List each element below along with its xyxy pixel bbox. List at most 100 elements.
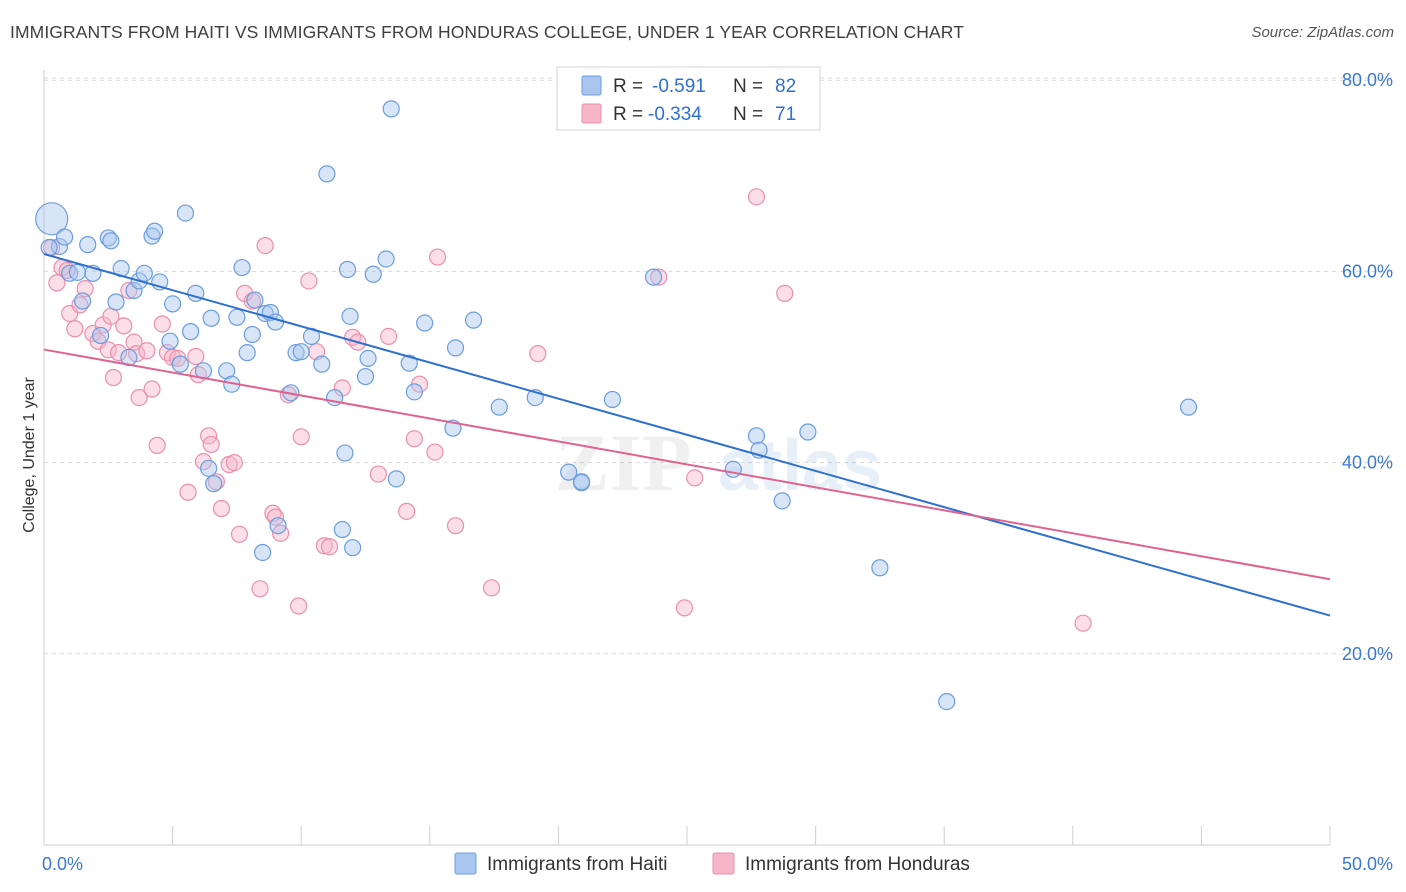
x-tick-labels: 0.0% 50.0%	[42, 854, 1393, 874]
haiti-point	[135, 264, 153, 282]
series-honduras-points	[43, 188, 1092, 632]
honduras-point	[225, 454, 243, 472]
honduras-trend-line	[43, 348, 1331, 581]
y-tick-label: 20.0%	[1342, 644, 1393, 664]
haiti-point	[387, 470, 405, 488]
haiti-point	[55, 228, 74, 246]
haiti-point	[377, 250, 395, 268]
haiti-point	[287, 344, 305, 362]
y-tick-label: 80.0%	[1342, 70, 1393, 90]
haiti-point	[79, 236, 97, 254]
honduras-point	[320, 538, 339, 556]
haiti-point	[938, 692, 956, 711]
honduras-point	[290, 597, 308, 615]
honduras-point	[130, 388, 148, 407]
honduras-point	[256, 236, 274, 255]
haiti-point	[292, 343, 310, 361]
legend-honduras-n-label: N =	[733, 104, 763, 125]
chart-title: IMMIGRANTS FROM HAITI VS IMMIGRANTS FROM…	[10, 22, 964, 42]
honduras-point	[104, 368, 123, 387]
honduras-point	[300, 272, 318, 290]
legend-honduras-r-value: -0.334	[648, 104, 702, 125]
honduras-point	[99, 341, 117, 359]
honduras-point	[482, 579, 501, 597]
honduras-point	[212, 499, 231, 518]
honduras-point	[153, 315, 171, 333]
honduras-point	[58, 261, 76, 280]
honduras-point	[109, 344, 128, 362]
haiti-point	[773, 492, 791, 510]
haiti-point	[238, 344, 256, 362]
haiti-point	[344, 539, 362, 557]
haiti-point	[644, 268, 663, 286]
haiti-point	[799, 423, 817, 441]
y-tick-label: 60.0%	[1342, 261, 1393, 281]
haiti-point	[176, 204, 195, 222]
haiti-point	[202, 309, 220, 327]
honduras-point	[529, 345, 547, 363]
honduras-point	[1074, 614, 1092, 632]
watermark-zip: ZIP	[555, 417, 692, 508]
haiti-point	[161, 332, 179, 350]
watermark: ZIP atlas	[555, 417, 882, 508]
haiti-point	[333, 520, 351, 539]
haiti-point	[107, 293, 125, 311]
honduras-point	[428, 248, 447, 266]
legend-swatch-honduras	[581, 103, 602, 124]
bottom-legend-haiti: Immigrants from Haiti	[487, 854, 668, 875]
legend-haiti-r-value: -0.591	[652, 76, 706, 97]
haiti-point	[359, 349, 377, 367]
haiti-point	[338, 260, 357, 279]
haiti-point	[99, 229, 117, 247]
haiti-point	[125, 281, 143, 300]
honduras-point	[398, 502, 416, 520]
haiti-point	[254, 543, 272, 562]
haiti-point	[416, 314, 434, 332]
haiti-point	[205, 475, 223, 493]
legend-honduras-n-value: 71	[775, 104, 796, 125]
haiti-point	[341, 307, 359, 325]
honduras-point	[251, 580, 269, 598]
honduras-point	[148, 436, 166, 454]
y-tick-labels: 20.0% 40.0% 60.0% 80.0%	[1342, 70, 1393, 664]
haiti-point	[464, 311, 483, 329]
honduras-point	[115, 317, 133, 335]
haiti-point	[405, 383, 423, 401]
haiti-point	[871, 559, 889, 577]
axes	[43, 70, 1331, 846]
honduras-point	[138, 342, 156, 360]
series-haiti-points	[35, 100, 1198, 711]
haiti-point	[68, 263, 87, 281]
haiti-point	[246, 291, 264, 309]
honduras-point	[426, 443, 444, 461]
legend-haiti-n-label: N =	[733, 76, 763, 97]
honduras-point	[292, 428, 310, 446]
haiti-point	[182, 323, 200, 341]
haiti-point	[266, 313, 285, 331]
haiti-point	[336, 444, 354, 462]
legend-haiti-n-value: 82	[775, 76, 796, 97]
haiti-point	[35, 202, 69, 236]
haiti-point	[40, 238, 58, 257]
honduras-point	[675, 599, 694, 617]
haiti-point	[318, 165, 336, 183]
haiti-point	[490, 398, 508, 416]
honduras-point	[315, 537, 333, 555]
y-axis-label: College, Under 1 year	[21, 377, 38, 533]
honduras-point	[686, 469, 704, 487]
haiti-point	[102, 232, 120, 250]
haiti-point	[200, 459, 218, 477]
haiti-point	[145, 222, 164, 240]
bottom-legend-honduras: Immigrants from Honduras	[745, 854, 970, 875]
trend-lines	[43, 253, 1331, 617]
bottom-legend-swatch-honduras	[712, 852, 735, 875]
haiti-point	[603, 390, 622, 409]
source-label: Source: ZipAtlas.com	[1251, 24, 1394, 41]
bottom-legend-swatch-haiti	[454, 852, 477, 875]
haiti-point	[164, 295, 182, 313]
haiti-point	[171, 355, 189, 373]
haiti-point	[356, 367, 375, 386]
honduras-point	[207, 473, 225, 491]
honduras-point	[650, 268, 668, 286]
honduras-point	[48, 274, 66, 292]
